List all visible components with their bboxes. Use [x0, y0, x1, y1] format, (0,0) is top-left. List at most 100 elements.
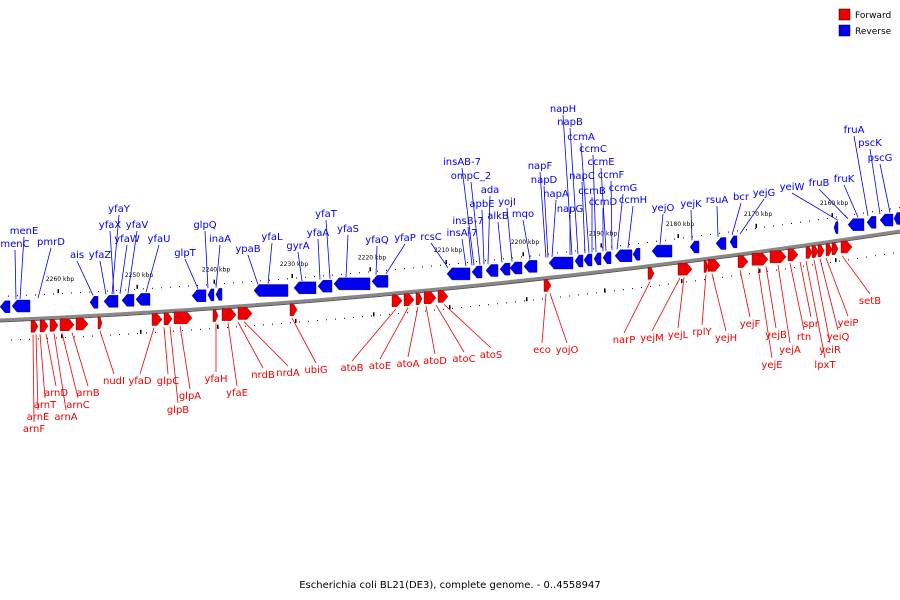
minor-tick-mark	[350, 273, 351, 274]
gene-label-narp: narP	[613, 335, 636, 346]
minor-tick-mark	[773, 225, 774, 227]
minor-tick-mark	[740, 274, 741, 276]
minor-tick-mark	[326, 319, 327, 321]
minor-tick-mark	[398, 313, 399, 314]
minor-tick-mark	[56, 337, 57, 339]
scale-tick-mark	[136, 284, 138, 289]
minor-tick-mark	[143, 288, 144, 290]
scale-tick-mark	[677, 234, 679, 239]
minor-tick-mark	[794, 267, 795, 268]
reverse-gene-arrow	[715, 237, 727, 250]
gene-label-glpc: glpC	[157, 376, 179, 387]
minor-tick-mark	[227, 327, 228, 328]
minor-tick-mark	[182, 330, 183, 332]
minor-tick-mark	[170, 286, 171, 288]
gene-leader-yejh	[711, 273, 727, 332]
forward-gene-arrow	[805, 246, 813, 259]
gene-label-ompc-2: ompC_2	[451, 171, 492, 182]
gene-leader-yojo	[549, 293, 568, 344]
minor-tick-mark	[281, 323, 282, 324]
minor-tick-mark	[587, 293, 588, 295]
minor-tick-mark	[368, 271, 369, 273]
gene-label-yfah: yfaH	[204, 374, 227, 385]
minor-tick-mark	[872, 211, 873, 213]
legend-reverse-label: Reverse	[855, 27, 892, 37]
gene-leader-glpt	[184, 258, 199, 289]
gene-label-naph: napH	[550, 104, 576, 115]
scale-tick-label: 2240 kbp	[202, 267, 230, 274]
gene-leader-mqo	[522, 219, 531, 260]
gene-leader-pscg	[879, 163, 891, 213]
minor-tick-mark	[440, 264, 441, 266]
gene-label-napb: napB	[557, 117, 583, 128]
gene-leader-yfas	[345, 234, 349, 278]
reverse-gene-arrow	[602, 251, 612, 264]
reverse-gene-arrow	[847, 218, 865, 231]
forward-gene-arrow	[237, 307, 253, 320]
gene-leader-alkb	[497, 221, 503, 263]
gene-leader-yeip	[825, 257, 849, 317]
reverse-gene-arrow	[293, 281, 317, 295]
gene-label-rcsc: rcsC	[420, 232, 442, 243]
forward-gene-arrow	[703, 260, 709, 273]
gene-label-ccmc: ccmC	[579, 144, 607, 155]
minor-tick-mark	[416, 311, 417, 313]
minor-tick-mark	[449, 263, 450, 265]
forward-gene-arrow	[769, 250, 787, 264]
minor-tick-mark	[524, 300, 525, 302]
gene-leader-glpq	[204, 230, 209, 289]
gene-leader-rtn	[789, 263, 805, 331]
minor-tick-mark	[116, 290, 117, 291]
gene-label-yfas: yfaS	[337, 224, 359, 235]
scale-tick-mark	[759, 268, 761, 273]
gene-label-yejh: yejH	[715, 333, 737, 344]
minor-tick-mark	[857, 257, 858, 259]
minor-tick-mark	[332, 274, 333, 276]
minor-tick-mark	[836, 216, 837, 218]
forward-gene-arrow	[75, 317, 89, 331]
minor-tick-mark	[818, 219, 819, 221]
minor-tick-mark	[647, 241, 648, 243]
minor-tick-mark	[485, 260, 486, 262]
gene-label-ccmd: ccmD	[589, 197, 618, 208]
minor-tick-mark	[119, 334, 120, 335]
gene-leader-nrdb	[237, 321, 264, 369]
gene-label-nrdb: nrdB	[251, 370, 275, 381]
minor-tick-mark	[74, 336, 75, 338]
minor-tick-mark	[701, 235, 702, 237]
minor-tick-mark	[44, 293, 45, 295]
minor-tick-mark	[866, 256, 867, 258]
scale-tick-mark	[57, 289, 59, 294]
forward-gene-arrow	[59, 318, 75, 331]
forward-gene-arrow	[840, 240, 853, 254]
gene-label-atoc: atoC	[452, 354, 475, 365]
gene-label-yfap: yfaP	[394, 233, 416, 244]
minor-tick-mark	[128, 333, 129, 335]
gene-leader-naph	[562, 114, 573, 255]
gene-leader-insab-7	[461, 167, 475, 266]
gene-leader-glpb	[169, 326, 179, 404]
minor-tick-mark	[17, 295, 18, 297]
minor-tick-mark	[848, 259, 849, 261]
minor-tick-mark	[578, 294, 579, 296]
minor-tick-mark	[89, 291, 90, 293]
minor-tick-mark	[314, 276, 315, 278]
gene-leader-glpc	[163, 327, 169, 375]
gene-leader-ccmc	[592, 154, 597, 253]
minor-tick-mark	[467, 262, 468, 264]
minor-tick-mark	[146, 332, 147, 334]
minor-tick-mark	[674, 238, 675, 240]
minor-tick-mark	[830, 261, 831, 263]
scale-tick-mark	[522, 252, 524, 257]
gene-leader-psck	[869, 148, 881, 215]
gene-leader-inaa	[215, 244, 221, 288]
minor-tick-mark	[686, 281, 687, 283]
gene-leader-rsua	[716, 205, 719, 237]
forward-gene-arrow	[151, 313, 163, 326]
gene-leader-eco	[541, 293, 547, 344]
reverse-gene-arrow	[614, 249, 633, 262]
reverse-gene-arrow	[879, 213, 894, 227]
forward-gene-arrow	[415, 292, 423, 305]
minor-tick-mark	[173, 330, 174, 332]
